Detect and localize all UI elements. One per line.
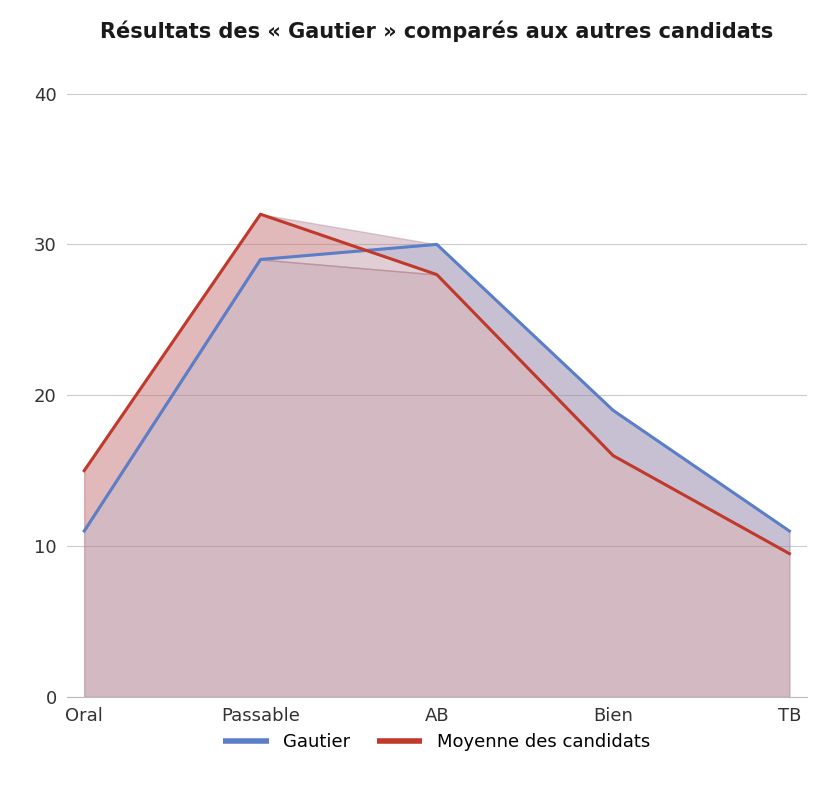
Gautier [79,526,89,535]
Moyenne des candidats [255,209,265,219]
Title: Résultats des « Gautier » comparés aux autres candidats: Résultats des « Gautier » comparés aux a… [100,21,774,42]
Gautier [432,240,442,249]
Gautier [255,255,265,265]
Moyenne des candidats [785,549,795,558]
Moyenne des candidats [79,466,89,475]
Line: Gautier: Gautier [84,245,790,531]
Gautier [785,526,795,535]
Line: Moyenne des candidats: Moyenne des candidats [84,214,790,554]
Gautier [608,406,618,415]
Moyenne des candidats [432,270,442,280]
Legend: Gautier, Moyenne des candidats: Gautier, Moyenne des candidats [224,733,650,752]
Moyenne des candidats [608,451,618,460]
